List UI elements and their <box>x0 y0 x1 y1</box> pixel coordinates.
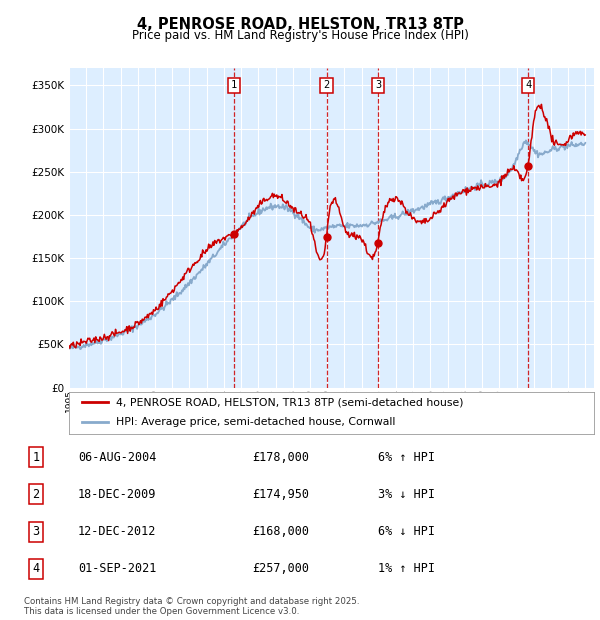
Text: 1: 1 <box>32 451 40 464</box>
Text: 6% ↑ HPI: 6% ↑ HPI <box>378 451 435 464</box>
Text: Contains HM Land Registry data © Crown copyright and database right 2025.
This d: Contains HM Land Registry data © Crown c… <box>24 597 359 616</box>
Text: 01-SEP-2021: 01-SEP-2021 <box>78 562 157 575</box>
Text: 4, PENROSE ROAD, HELSTON, TR13 8TP (semi-detached house): 4, PENROSE ROAD, HELSTON, TR13 8TP (semi… <box>116 397 464 407</box>
Text: £257,000: £257,000 <box>252 562 309 575</box>
Text: 18-DEC-2009: 18-DEC-2009 <box>78 488 157 501</box>
Text: 1: 1 <box>231 81 237 91</box>
Text: 4: 4 <box>32 562 40 575</box>
Text: £174,950: £174,950 <box>252 488 309 501</box>
Text: HPI: Average price, semi-detached house, Cornwall: HPI: Average price, semi-detached house,… <box>116 417 395 427</box>
Text: 4: 4 <box>525 81 531 91</box>
Text: 3% ↓ HPI: 3% ↓ HPI <box>378 488 435 501</box>
Text: 6% ↓ HPI: 6% ↓ HPI <box>378 525 435 538</box>
Text: 1% ↑ HPI: 1% ↑ HPI <box>378 562 435 575</box>
Text: 12-DEC-2012: 12-DEC-2012 <box>78 525 157 538</box>
Text: 06-AUG-2004: 06-AUG-2004 <box>78 451 157 464</box>
Text: £178,000: £178,000 <box>252 451 309 464</box>
Text: 2: 2 <box>323 81 329 91</box>
Text: £168,000: £168,000 <box>252 525 309 538</box>
Text: 2: 2 <box>32 488 40 501</box>
Text: 3: 3 <box>32 525 40 538</box>
Text: 4, PENROSE ROAD, HELSTON, TR13 8TP: 4, PENROSE ROAD, HELSTON, TR13 8TP <box>137 17 463 32</box>
Text: 3: 3 <box>375 81 381 91</box>
Text: Price paid vs. HM Land Registry's House Price Index (HPI): Price paid vs. HM Land Registry's House … <box>131 30 469 42</box>
